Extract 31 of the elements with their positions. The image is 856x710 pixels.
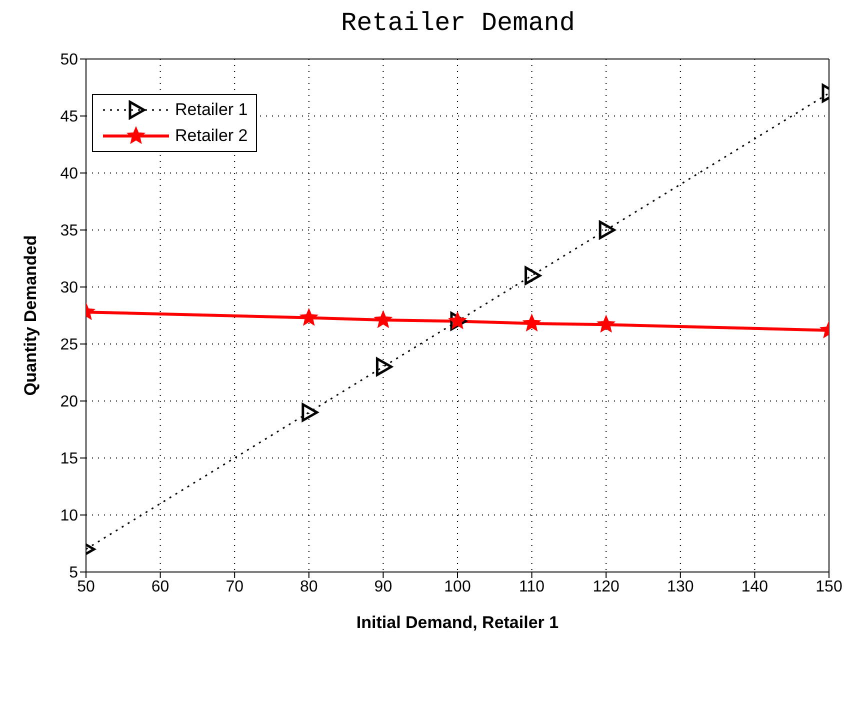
x-tick-label: 100 [444,578,471,596]
y-tick-label: 5 [69,564,78,582]
point [523,314,540,331]
point [376,358,392,376]
y-tick-label: 15 [60,450,78,468]
x-tick-label: 130 [667,578,694,596]
x-tick-label: 140 [741,578,768,596]
point [598,316,614,332]
x-axis-title: Initial Demand, Retailer 1 [356,613,559,632]
point [302,403,318,422]
y-tick-label: 45 [60,108,78,126]
y-tick-label: 40 [60,166,78,183]
legend-label: Retailer 1 [175,100,248,120]
point [374,311,392,328]
x-tick-label: 120 [592,578,620,596]
x-tick-label: 70 [226,578,244,596]
x-tick-label: 110 [519,578,545,596]
x-tick-label: 80 [300,578,318,596]
x-tick-label: 90 [374,578,392,596]
y-tick-label: 25 [60,336,78,354]
x-tick-label: 60 [151,578,170,596]
y-tick-label: 50 [60,52,78,69]
legend-label: Retailer 2 [175,126,248,146]
y-tick-label: 20 [60,394,78,411]
x-tick-label: 50 [77,578,95,596]
x-tick-label: 150 [816,578,842,596]
y-tick-label: 30 [60,280,78,297]
y-tick-label: 35 [60,222,78,240]
chart-title: Retailer Demand [340,8,576,40]
y-axis-title: Quantity Demanded [21,235,40,396]
y-tick-label: 10 [60,508,78,525]
